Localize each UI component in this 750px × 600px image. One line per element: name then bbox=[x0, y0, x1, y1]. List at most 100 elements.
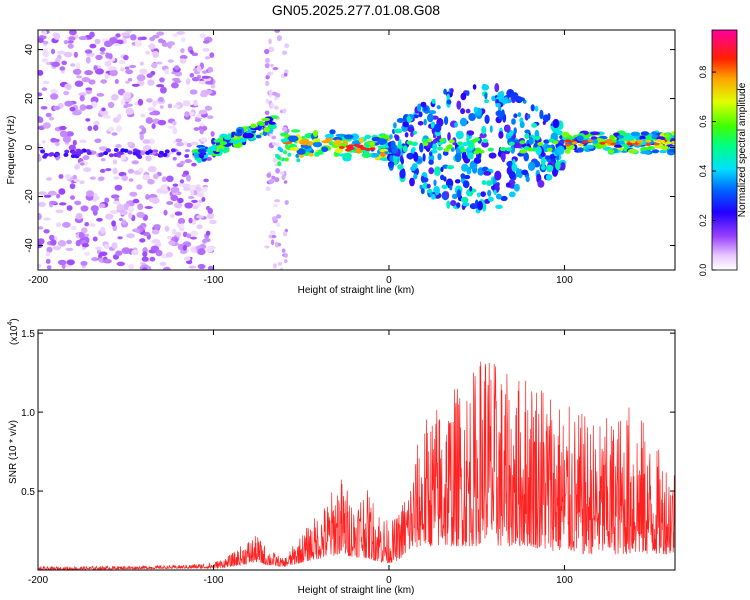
heatmap-blob bbox=[105, 168, 112, 172]
heatmap-blob bbox=[321, 140, 331, 144]
heatmap-blob bbox=[42, 50, 50, 58]
heatmap-blob bbox=[114, 184, 123, 191]
heatmap-blob bbox=[83, 167, 92, 173]
heatmap-blob bbox=[544, 155, 551, 161]
heatmap-blob bbox=[482, 202, 487, 212]
heatmap-blob bbox=[90, 205, 99, 212]
x-tick-label: -200 bbox=[28, 575, 48, 586]
heatmap-blob bbox=[72, 111, 82, 116]
heatmap-blob bbox=[283, 150, 288, 155]
x-tick-label: 0 bbox=[386, 575, 392, 586]
heatmap-blob bbox=[174, 202, 183, 209]
heatmap-blob bbox=[477, 200, 483, 211]
heatmap-blob bbox=[342, 152, 352, 159]
heatmap-blob bbox=[393, 122, 397, 129]
heatmap-blob bbox=[38, 117, 44, 123]
heatmap-blob bbox=[456, 100, 462, 110]
heatmap-blob bbox=[147, 79, 155, 86]
heatmap-blob bbox=[283, 72, 288, 77]
heatmap-blob bbox=[202, 239, 207, 244]
heatmap-blob bbox=[428, 167, 435, 175]
heatmap-blob bbox=[511, 92, 519, 101]
heatmap-blob bbox=[392, 128, 396, 135]
heatmap-blob bbox=[175, 138, 183, 143]
heatmap-blob bbox=[400, 157, 404, 165]
heatmap-blob bbox=[96, 217, 103, 222]
heatmap-blob bbox=[148, 138, 155, 145]
heatmap-blob bbox=[472, 84, 477, 90]
heatmap-blob bbox=[270, 239, 275, 246]
heatmap-blob bbox=[137, 203, 144, 210]
heatmap-blob bbox=[63, 91, 70, 96]
heatmap-blob bbox=[193, 152, 199, 159]
heatmap-blob bbox=[81, 77, 91, 83]
heatmap-blob bbox=[164, 68, 169, 75]
heatmap-blob bbox=[99, 51, 106, 55]
heatmap-blob bbox=[179, 160, 185, 165]
heatmap-blob bbox=[203, 89, 213, 95]
heatmap-blob bbox=[268, 89, 273, 96]
heatmap-blob bbox=[428, 110, 437, 115]
heatmap-blob bbox=[45, 251, 51, 257]
heatmap-blob bbox=[268, 234, 272, 239]
heatmap-blob bbox=[282, 108, 287, 114]
heatmap-blob bbox=[203, 178, 209, 183]
heatmap-blob bbox=[125, 107, 134, 115]
heatmap-blob bbox=[115, 125, 123, 132]
heatmap-blob bbox=[460, 148, 467, 153]
heatmap-blob bbox=[555, 160, 561, 171]
heatmap-blob bbox=[48, 190, 57, 196]
heatmap-blob bbox=[189, 89, 198, 95]
heatmap-blob bbox=[55, 152, 60, 157]
heatmap-blob bbox=[402, 145, 408, 153]
heatmap-blob bbox=[270, 63, 274, 68]
heatmap-blob bbox=[264, 63, 270, 69]
heatmap-blob bbox=[163, 266, 171, 270]
x-tick-label: -100 bbox=[203, 275, 223, 286]
heatmap-blob bbox=[287, 135, 299, 142]
heatmap-blob bbox=[523, 152, 529, 162]
heatmap-blob bbox=[417, 158, 423, 164]
heatmap-blob bbox=[136, 74, 146, 82]
heatmap-blob bbox=[145, 50, 150, 55]
heatmap-blob bbox=[152, 100, 157, 107]
heatmap-blob bbox=[50, 89, 58, 94]
heatmap-blob bbox=[160, 184, 168, 190]
heatmap-blob bbox=[207, 66, 214, 73]
heatmap-blob bbox=[419, 142, 424, 153]
heatmap-blob bbox=[125, 69, 134, 75]
heatmap-blob bbox=[551, 127, 559, 133]
heatmap-blob bbox=[282, 231, 287, 237]
heatmap-blob bbox=[84, 222, 89, 227]
heatmap-blob bbox=[312, 138, 321, 143]
heatmap-blob bbox=[483, 171, 492, 176]
heatmap-blob bbox=[191, 77, 200, 82]
heatmap-blob bbox=[199, 122, 205, 127]
heatmap-blob bbox=[88, 223, 96, 228]
heatmap-blob bbox=[622, 135, 632, 140]
heatmap-blob bbox=[461, 150, 467, 161]
spectrogram-y-label: Frequency (Hz) bbox=[6, 116, 17, 185]
heatmap-blob bbox=[42, 122, 51, 129]
heatmap-blob bbox=[500, 195, 508, 202]
heatmap-blob bbox=[142, 251, 148, 257]
heatmap-blob bbox=[488, 152, 497, 159]
heatmap-blob bbox=[142, 267, 148, 270]
heatmap-blob bbox=[108, 66, 117, 71]
heatmap-blob bbox=[426, 183, 431, 189]
heatmap-blob bbox=[76, 75, 83, 79]
heatmap-blob bbox=[188, 265, 196, 269]
heatmap-blob bbox=[173, 104, 180, 109]
heatmap-blob bbox=[93, 120, 100, 127]
heatmap-blob bbox=[284, 157, 289, 162]
heatmap-blob bbox=[109, 69, 118, 77]
heatmap-blob bbox=[458, 145, 465, 150]
heatmap-blob bbox=[176, 142, 184, 147]
heatmap-blob bbox=[145, 194, 150, 200]
heatmap-blob bbox=[431, 98, 436, 104]
heatmap-blob bbox=[104, 73, 109, 80]
heatmap-blob bbox=[629, 140, 636, 144]
heatmap-blob bbox=[596, 138, 605, 143]
heatmap-blob bbox=[272, 157, 279, 163]
heatmap-blob bbox=[651, 149, 660, 154]
